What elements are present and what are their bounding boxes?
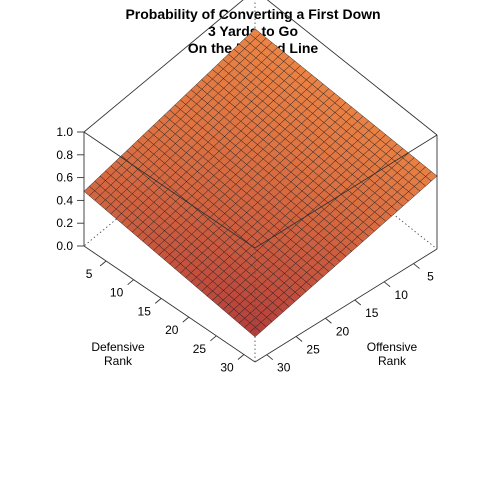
x-tick-mark <box>237 354 245 360</box>
x-tick-mark <box>210 335 217 342</box>
y-tick-mark <box>413 263 420 269</box>
x-tick-mark <box>99 260 107 267</box>
box-edge <box>254 134 438 249</box>
y-tick-label: 25 <box>306 343 320 357</box>
box-edge <box>266 0 438 136</box>
y-tick-label: 10 <box>395 288 409 302</box>
y-tick-label: 15 <box>365 306 379 320</box>
y-tick-label: 30 <box>277 361 291 375</box>
perspective-box-front <box>83 131 438 363</box>
z-tick-label: 1.0 <box>56 125 73 139</box>
z-tick-label: 0.4 <box>56 193 73 207</box>
box-edge <box>83 131 256 249</box>
x-axis-title-line-2: Rank <box>104 354 133 368</box>
y-tick-mark <box>383 281 391 288</box>
box-edge <box>83 0 244 133</box>
y-axis-title-line-1: Offensive <box>367 340 418 354</box>
y-tick-mark <box>354 299 362 306</box>
box-edge <box>83 245 256 363</box>
y-tick-mark <box>325 317 332 324</box>
x-tick-mark <box>127 279 134 286</box>
z-tick-label: 0.8 <box>56 148 73 162</box>
x-axis-title: Defensive Rank <box>91 340 145 368</box>
z-tick-label: 0.0 <box>56 239 73 253</box>
z-tick-label: 0.2 <box>56 216 73 230</box>
z-tick-label: 0.6 <box>56 171 73 185</box>
title-line-1: Probability of Converting a First Down <box>125 6 380 22</box>
x-tick-label: 10 <box>110 286 124 300</box>
x-tick-label: 30 <box>220 361 234 375</box>
chart-title: Probability of Converting a First Down 3… <box>125 6 380 56</box>
x-tick-label: 20 <box>165 323 179 337</box>
x-tick-label: 5 <box>86 267 93 281</box>
y-tick-label: 20 <box>336 324 350 338</box>
x-axis-title-line-1: Defensive <box>91 340 145 354</box>
x-tick-label: 15 <box>138 304 152 318</box>
y-axis-title-line-2: Rank <box>378 354 407 368</box>
axis-ticks: 0.0 0.2 0.4 0.6 0.8 1.0 5 10 15 20 25 30 5 10 15 20 25 30 <box>56 125 434 375</box>
x-tick-mark <box>154 298 162 304</box>
x-tick-mark <box>182 316 190 323</box>
probability-surface <box>83 28 438 338</box>
y-axis-title: Offensive Rank <box>367 340 418 368</box>
box-edge <box>254 248 438 363</box>
x-tick-label: 25 <box>193 342 207 356</box>
y-tick-label: 5 <box>427 270 434 284</box>
y-tick-mark <box>295 336 303 342</box>
y-tick-mark <box>266 354 274 361</box>
